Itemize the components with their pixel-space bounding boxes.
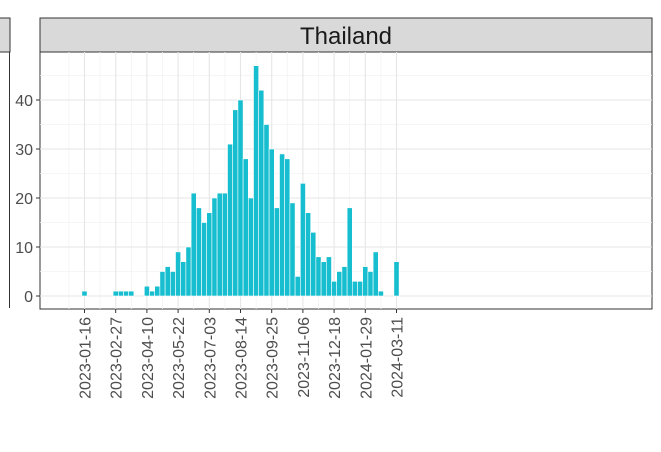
bar	[289, 202, 296, 297]
bar	[305, 212, 311, 297]
y-tick-label: 0	[24, 289, 33, 306]
bar	[258, 89, 265, 297]
bar	[196, 207, 202, 297]
bar	[268, 148, 275, 297]
bar	[211, 197, 218, 297]
x-tick-label: 2023-12-18	[327, 317, 344, 399]
bar	[237, 99, 244, 297]
bar	[118, 290, 124, 297]
bar	[367, 271, 374, 297]
y-tick-label: 20	[15, 191, 33, 208]
facet-label: Thailand	[300, 23, 392, 50]
x-tick-label: 2023-09-25	[265, 317, 282, 399]
bar	[123, 290, 129, 297]
bar	[325, 256, 332, 297]
y-axis: 0 10 20 30 40	[15, 93, 40, 306]
bar	[190, 192, 197, 297]
bar	[159, 271, 166, 297]
bar	[351, 280, 358, 297]
bar	[175, 251, 181, 297]
bar	[242, 158, 249, 297]
x-axis: 2023-01-16 2023-02-27 2023-04-10 2023-05-22…	[78, 309, 407, 399]
y-tick-label: 40	[15, 93, 33, 110]
bar	[149, 290, 155, 297]
bar	[372, 251, 379, 297]
y-tick-label: 10	[15, 240, 33, 257]
bar	[362, 266, 369, 297]
x-tick-label: 2023-05-22	[171, 317, 188, 399]
x-tick-label: 2023-04-10	[140, 317, 157, 399]
x-tick-label: 2024-03-11	[390, 317, 407, 398]
bar	[299, 183, 306, 297]
bar	[315, 256, 322, 297]
bar	[128, 290, 135, 297]
bar	[81, 290, 88, 297]
bar	[393, 261, 400, 297]
bar	[320, 261, 327, 297]
x-tick-label: 2023-11-06	[296, 317, 313, 398]
bar	[232, 109, 239, 297]
bar	[310, 232, 317, 297]
x-tick-label: 2024-01-29	[358, 317, 375, 399]
bar	[341, 266, 348, 297]
bar	[112, 290, 119, 297]
bar	[357, 280, 363, 297]
bar	[377, 290, 384, 297]
bar	[294, 276, 301, 297]
bar	[206, 212, 213, 297]
bar-series	[81, 65, 400, 297]
bar	[279, 153, 285, 297]
plot-panel	[39, 51, 653, 310]
x-tick-label: 2023-01-16	[78, 317, 95, 399]
bar	[154, 285, 161, 297]
bar	[164, 266, 171, 297]
x-tick-label: 2023-02-27	[109, 317, 126, 399]
bar	[201, 222, 207, 297]
bar	[331, 280, 337, 297]
bar	[248, 197, 254, 297]
bar	[216, 192, 223, 297]
bar	[336, 271, 343, 297]
bar	[170, 271, 176, 297]
bar	[346, 207, 353, 297]
bar	[144, 285, 150, 297]
x-tick-label: 2023-07-03	[202, 317, 219, 399]
bar	[180, 261, 187, 297]
bar	[185, 246, 192, 297]
bar	[284, 158, 291, 297]
bar	[227, 143, 233, 297]
bar	[273, 207, 280, 297]
y-tick-label: 30	[15, 142, 33, 159]
adjacent-facet-strip	[0, 17, 11, 53]
x-tick-label: 2023-08-14	[234, 317, 251, 399]
bar	[253, 65, 259, 297]
bar	[263, 124, 270, 297]
bar	[222, 192, 228, 297]
